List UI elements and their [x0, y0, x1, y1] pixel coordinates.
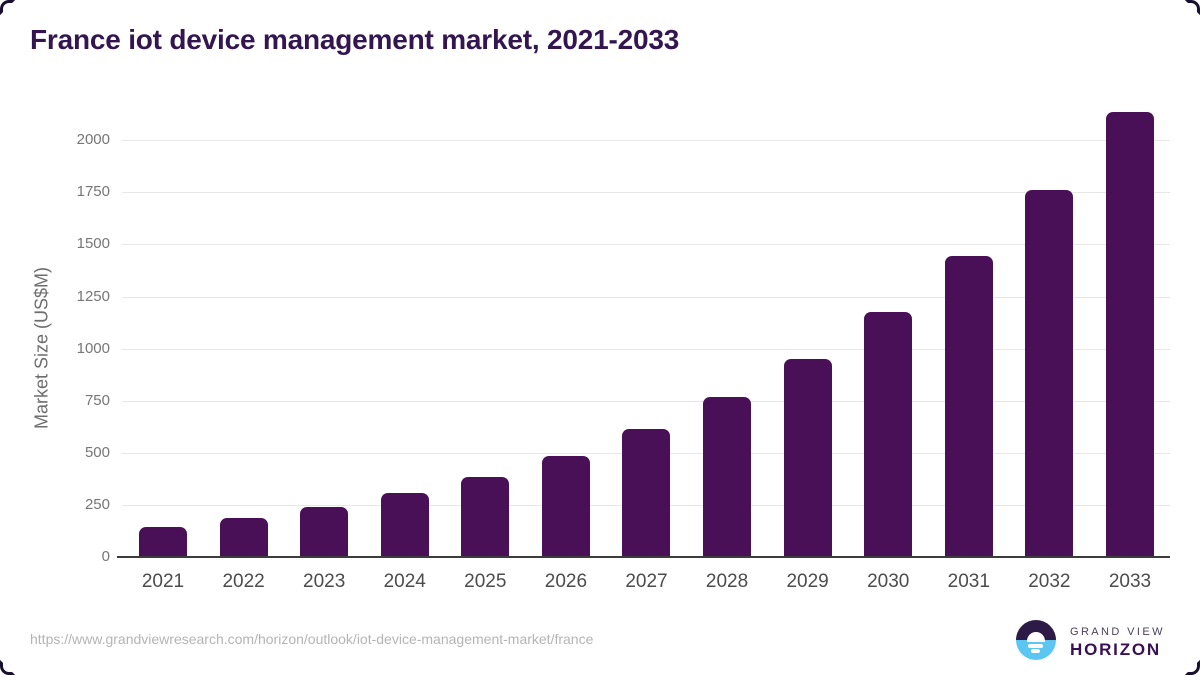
frame-corner-top-right	[1185, 0, 1200, 15]
x-tick-label-2033: 2033	[1108, 571, 1152, 592]
bar-2025[interactable]	[461, 476, 510, 557]
x-tick-label-2028: 2028	[705, 571, 749, 592]
bar-2030[interactable]	[864, 312, 913, 557]
x-tick-label-2027: 2027	[625, 571, 668, 592]
sun-reflection-stripe	[1031, 649, 1040, 653]
x-tick-label-2030: 2030	[867, 571, 910, 592]
x-axis-line	[117, 556, 1170, 558]
bar-2028[interactable]	[703, 396, 752, 557]
bar-2031[interactable]	[944, 255, 993, 557]
bar-2023[interactable]	[300, 506, 349, 557]
bar-2027[interactable]	[622, 428, 671, 557]
y-tick-label-2000: 2000	[76, 131, 110, 149]
x-tick-label-2025: 2025	[464, 571, 507, 592]
sun-reflection-stripe	[1028, 644, 1043, 648]
bar-2029[interactable]	[783, 359, 832, 557]
frame-corner-top-left	[0, 0, 15, 15]
logo-text-grand-view: GRAND VIEW	[1070, 626, 1165, 638]
x-tick-label-2022: 2022	[222, 571, 265, 592]
y-tick-label-500: 500	[84, 443, 110, 461]
gridline-2000	[122, 140, 1170, 142]
sun-dome-shape	[1027, 632, 1045, 642]
y-tick-label-1000: 1000	[76, 339, 110, 357]
grand-view-horizon-logo: GRAND VIEW HORIZON	[1016, 620, 1186, 662]
x-tick-label-2024: 2024	[383, 571, 426, 592]
source-url: https://www.grandviewresearch.com/horizo…	[30, 631, 594, 647]
gridline-1250	[122, 296, 1170, 298]
y-tick-label-1250: 1250	[76, 287, 110, 305]
logo-text-horizon: HORIZON	[1070, 640, 1161, 659]
y-tick-label-1750: 1750	[76, 183, 110, 201]
page-title: France iot device management market, 202…	[30, 24, 680, 55]
x-tick-label-2026: 2026	[544, 571, 588, 592]
gridline-1500	[122, 244, 1170, 246]
y-tick-label-0: 0	[101, 548, 110, 565]
frame-corner-bottom-left	[0, 660, 15, 675]
bar-2024[interactable]	[380, 493, 429, 557]
bar-2026[interactable]	[541, 455, 590, 557]
bar-2033[interactable]	[1105, 112, 1154, 557]
frame-corner-bottom-right	[1185, 660, 1200, 675]
gridline-1000	[122, 348, 1170, 350]
bar-2032[interactable]	[1025, 190, 1074, 557]
y-tick-label-1500: 1500	[76, 235, 110, 253]
bar-2022[interactable]	[219, 518, 268, 557]
y-axis-title: Market Size (US$M)	[31, 266, 52, 430]
gridline-750	[122, 400, 1170, 402]
bar-2021[interactable]	[139, 526, 187, 557]
x-tick-label-2029: 2029	[786, 571, 829, 592]
x-tick-label-2023: 2023	[303, 571, 346, 592]
x-tick-label-2021: 2021	[141, 571, 185, 592]
x-tick-label-2032: 2032	[1028, 571, 1071, 592]
y-tick-label-250: 250	[84, 495, 110, 513]
y-tick-label-750: 750	[84, 391, 110, 409]
horizon-sun-icon	[1016, 620, 1056, 660]
gridline-1750	[122, 192, 1170, 194]
x-tick-label-2031: 2031	[947, 571, 990, 592]
